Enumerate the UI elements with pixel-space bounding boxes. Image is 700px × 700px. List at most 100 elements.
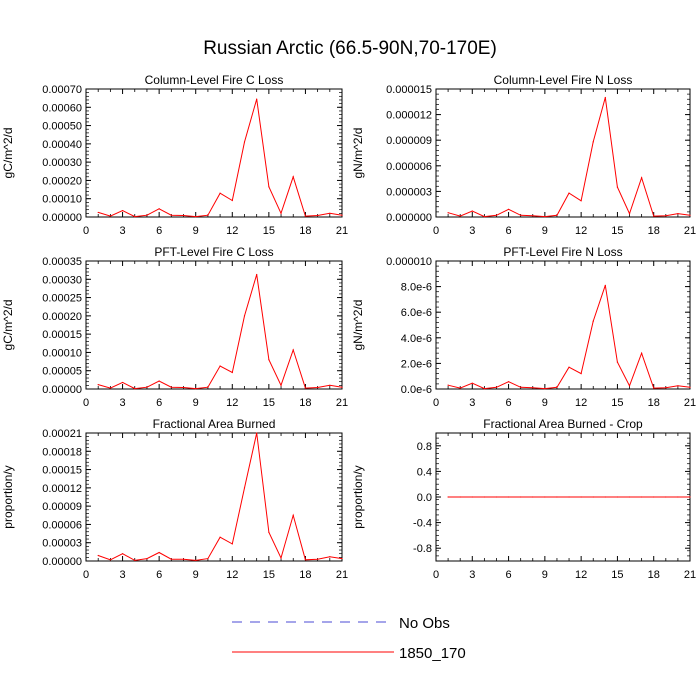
data-point [628, 496, 631, 498]
x-tick-label: 9 [542, 397, 548, 409]
y-tick-label: -0.8 [413, 543, 432, 555]
data-point [268, 359, 270, 361]
plot-frame [85, 432, 343, 562]
data-point [616, 186, 619, 188]
y-tick-label: -0.4 [413, 518, 432, 530]
data-point [280, 212, 282, 214]
x-tick-label: 3 [469, 569, 475, 581]
data-point [195, 388, 197, 390]
data-point [653, 215, 655, 217]
series-line-1850_170 [447, 97, 691, 218]
data-point [532, 496, 534, 498]
panel-title: Column-Level Fire N Loss [494, 73, 633, 87]
data-point [158, 380, 160, 382]
data-point [520, 386, 522, 388]
data-point [495, 386, 498, 388]
x-tick-label: 6 [156, 569, 162, 581]
chart-panel-2: Column-Level Fire N Loss gN/m^2/d 0 3 6 9 12 15… [351, 73, 696, 237]
data-point [243, 487, 246, 489]
data-point [532, 387, 534, 389]
y-tick-label: 0.8 [417, 441, 432, 453]
chart-panel-4: PFT-Level Fire N Loss gN/m^2/d 0 3 6 9 12 15 18 2… [351, 245, 696, 409]
data-point [256, 98, 258, 100]
data-point [304, 387, 307, 389]
data-point [495, 214, 498, 216]
data-point [580, 373, 582, 375]
data-point [146, 214, 148, 216]
x-tick-label: 3 [120, 397, 126, 409]
y-tick-label: 0.00018 [42, 446, 82, 458]
panel-title: Fractional Area Burned - Crop [483, 417, 643, 431]
y-tick-label: 0.00006 [42, 519, 82, 531]
plot-frame [85, 88, 343, 218]
y-tick-label: 0.00050 [42, 121, 82, 133]
data-point [568, 366, 570, 368]
y-tick-label: 0.00003 [42, 538, 82, 550]
y-tick-label: 0.00025 [42, 293, 82, 305]
data-point [677, 385, 679, 387]
data-point [182, 214, 185, 217]
x-tick-label: 6 [156, 397, 162, 409]
x-tick-label: 0 [83, 225, 89, 237]
data-point [231, 543, 233, 545]
y-tick-label: 0.00015 [42, 329, 82, 341]
y-tick-label: 0.000003 [386, 186, 432, 198]
legend-label-2: 1850_170 [399, 645, 466, 662]
data-point [471, 210, 473, 212]
data-point [580, 496, 582, 498]
chart-panel-1: Column-Level Fire C Loss gC/m^2/d 0 3 6 9 12 15… [1, 73, 348, 237]
data-point [97, 384, 99, 386]
data-point [665, 215, 667, 217]
data-point [158, 551, 160, 554]
y-tick-label: 0.00010 [42, 194, 82, 206]
x-tick-label: 9 [542, 569, 548, 581]
data-point [256, 273, 258, 276]
x-tick-label: 15 [611, 397, 623, 409]
data-point [243, 141, 246, 143]
y-tick-label: 0.00021 [42, 428, 82, 440]
data-point [207, 386, 209, 388]
data-point [520, 496, 522, 498]
data-point [568, 496, 570, 498]
data-point [459, 387, 461, 389]
x-tick-label: 21 [684, 225, 696, 237]
data-point [507, 208, 510, 210]
data-point [329, 556, 331, 558]
y-axis-label: gC/m^2/d [1, 300, 15, 351]
x-tick-label: 0 [83, 397, 89, 409]
x-tick-label: 12 [575, 569, 587, 581]
x-tick-label: 6 [506, 569, 512, 581]
x-tick-label: 9 [193, 397, 199, 409]
data-point [580, 200, 582, 202]
data-point [329, 384, 331, 386]
figure-title: Russian Arctic (66.5-90N,70-170E) [203, 38, 497, 59]
data-point [109, 215, 111, 217]
y-tick-label: 0.00012 [42, 483, 82, 495]
y-tick-label: 0.4 [417, 466, 432, 478]
data-point [641, 352, 643, 354]
x-tick-label: 12 [575, 397, 587, 409]
x-tick-label: 18 [648, 569, 660, 581]
data-point [447, 496, 449, 498]
y-axis-label: gN/m^2/d [351, 128, 365, 179]
y-tick-label: 0.0 [417, 492, 432, 504]
x-tick-label: 12 [226, 397, 238, 409]
y-axis-label: gN/m^2/d [351, 300, 365, 351]
y-tick-label: 2.0e-6 [401, 358, 432, 370]
data-point [170, 558, 172, 560]
plot-frame [435, 260, 691, 390]
chart-panel-5: Fractional Area Burned proportion/y 0 3 6 9 12… [1, 417, 348, 581]
data-point [97, 554, 99, 557]
plot-frame [85, 260, 343, 390]
data-point [292, 514, 294, 516]
y-tick-label: 0.000010 [386, 256, 432, 268]
data-point [195, 216, 197, 218]
data-point [689, 214, 691, 216]
x-tick-label: 15 [263, 397, 275, 409]
data-point [544, 496, 546, 498]
data-point [146, 386, 148, 388]
data-point [292, 349, 294, 351]
data-point [182, 386, 185, 389]
y-tick-label: 8.0e-6 [401, 282, 432, 294]
